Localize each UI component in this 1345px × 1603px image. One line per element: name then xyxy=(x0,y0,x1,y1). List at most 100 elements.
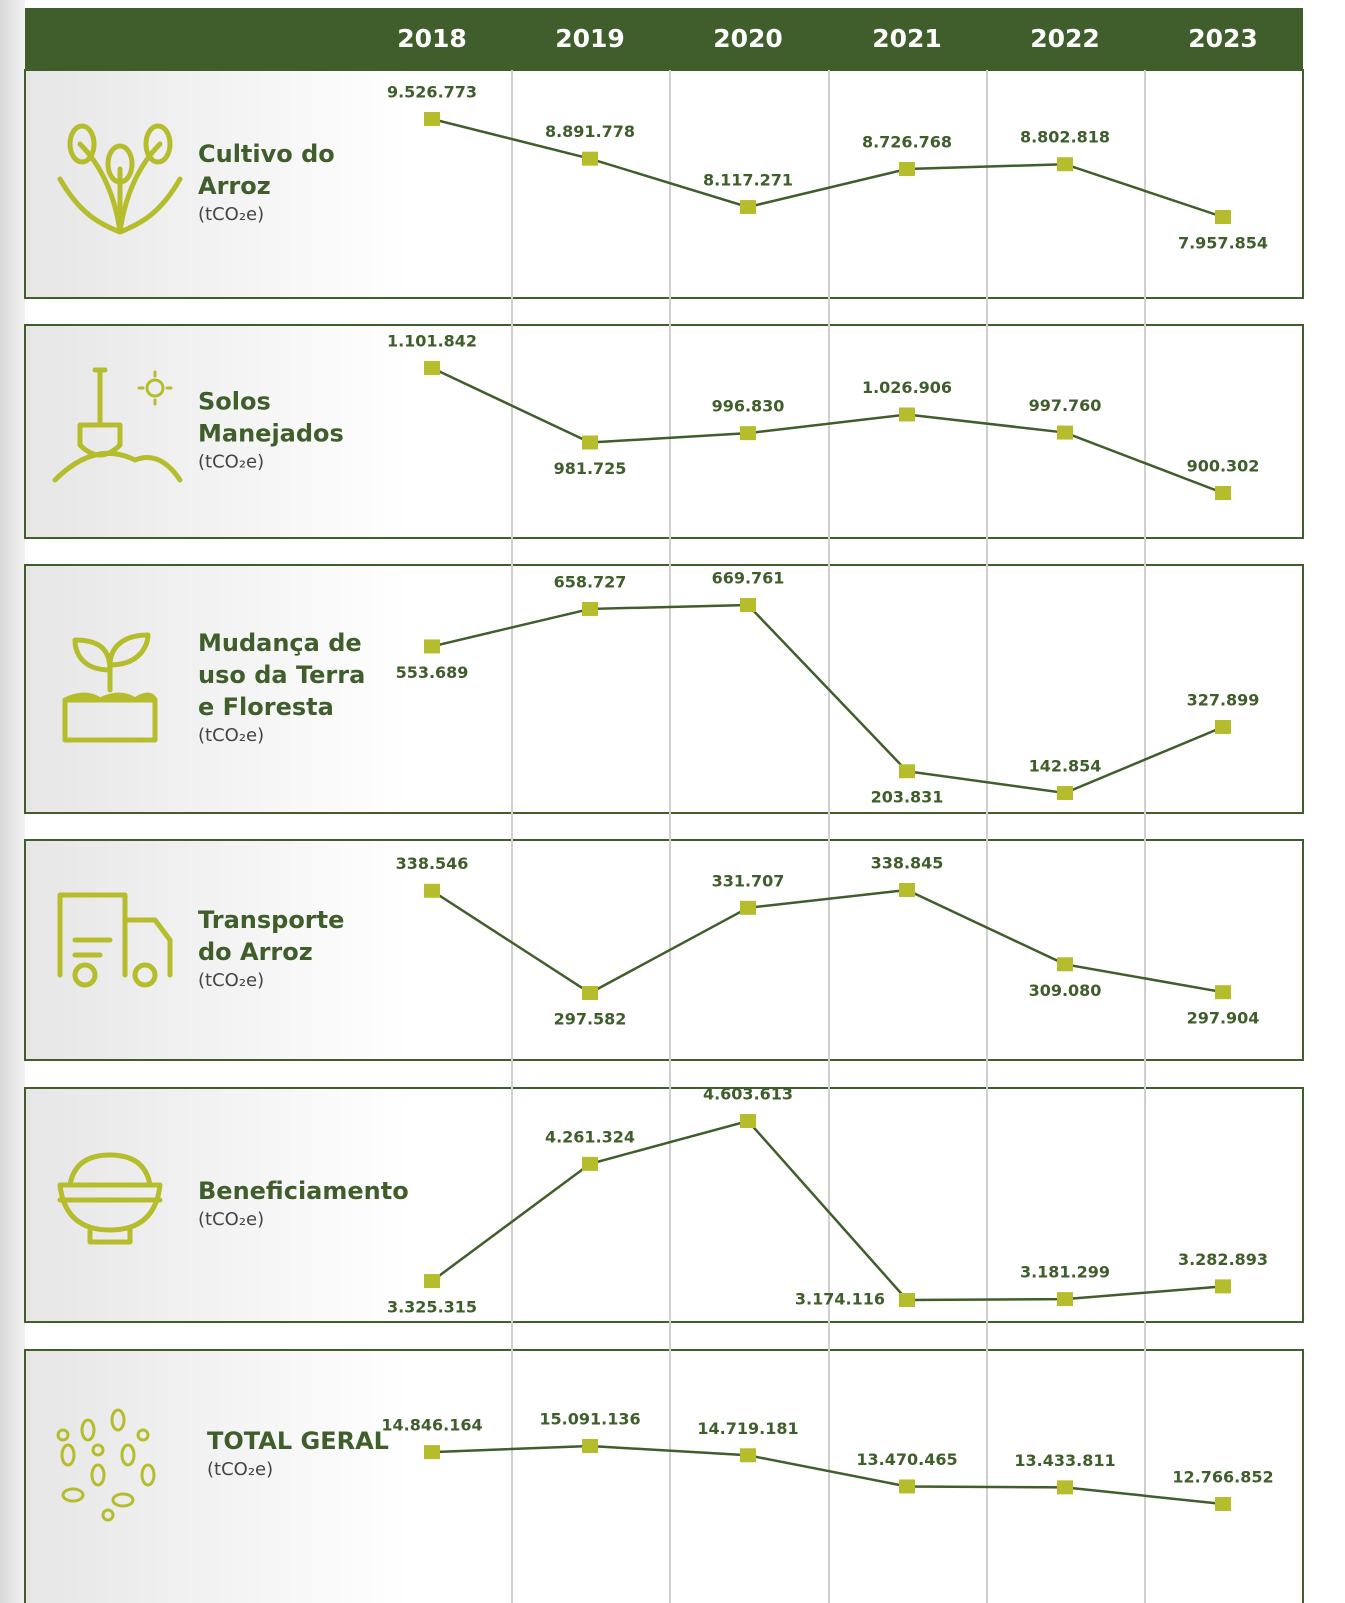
value-label: 8.891.778 xyxy=(545,122,635,141)
value-label: 4.603.613 xyxy=(703,1085,793,1104)
value-label: 900.302 xyxy=(1187,457,1260,476)
point-marker xyxy=(740,426,756,441)
point-marker xyxy=(424,883,440,898)
point-marker xyxy=(899,1479,915,1494)
truck-icon xyxy=(57,892,173,988)
value-label: 12.766.852 xyxy=(1172,1468,1273,1487)
side-strip xyxy=(0,0,25,1603)
point-marker xyxy=(1057,957,1073,972)
point-marker xyxy=(424,361,440,375)
unit-label: (tCO₂e) xyxy=(198,204,264,225)
unit-label: (tCO₂e) xyxy=(207,1459,273,1480)
value-label: 1.101.842 xyxy=(387,332,477,351)
panel-title: TOTAL GERAL xyxy=(207,1427,389,1455)
panel-title: Beneficiamento xyxy=(198,1177,409,1205)
series-line xyxy=(431,888,1224,995)
panel-title: Arroz xyxy=(198,172,271,200)
shovel-icon xyxy=(52,367,183,483)
value-label: 4.261.324 xyxy=(545,1127,635,1146)
unit-label: (tCO₂e) xyxy=(198,725,264,746)
point-marker xyxy=(1057,786,1073,800)
value-label: 327.899 xyxy=(1187,690,1260,709)
panel xyxy=(24,839,1304,1061)
value-label: 8.726.768 xyxy=(862,132,952,151)
series-line xyxy=(431,603,1224,795)
header-band xyxy=(25,8,1303,70)
value-label: 3.282.893 xyxy=(1178,1250,1268,1269)
point-marker xyxy=(740,1114,756,1128)
value-label: 669.761 xyxy=(712,569,785,588)
value-label: 8.117.271 xyxy=(703,171,793,190)
panel xyxy=(24,324,1304,539)
point-marker xyxy=(1215,985,1231,1000)
point-marker xyxy=(899,407,915,422)
year-label: 2021 xyxy=(872,24,942,53)
panel-title: e Floresta xyxy=(198,693,334,721)
value-label: 297.904 xyxy=(1187,1009,1260,1028)
value-label: 8.802.818 xyxy=(1020,128,1110,147)
series-line xyxy=(431,117,1224,219)
point-marker xyxy=(1057,425,1073,440)
year-label: 2023 xyxy=(1188,24,1258,53)
value-label: 658.727 xyxy=(554,572,627,591)
value-label: 7.957.854 xyxy=(1178,234,1268,253)
point-marker xyxy=(582,601,598,616)
point-marker xyxy=(1215,1279,1231,1294)
value-label: 338.845 xyxy=(871,854,944,873)
point-marker xyxy=(582,435,598,450)
point-marker xyxy=(582,151,598,166)
point-marker xyxy=(899,1293,915,1307)
value-label: 309.080 xyxy=(1029,981,1102,1000)
point-marker xyxy=(1057,1292,1073,1307)
value-label: 13.433.811 xyxy=(1014,1451,1115,1470)
point-marker xyxy=(740,1448,756,1463)
value-label: 9.526.773 xyxy=(387,83,477,102)
point-marker xyxy=(1215,210,1231,224)
panel-title: uso da Terra xyxy=(198,661,365,689)
panel xyxy=(24,1087,1304,1323)
value-label: 997.760 xyxy=(1029,396,1102,415)
panel-title: do Arroz xyxy=(198,938,313,966)
value-label: 14.719.181 xyxy=(697,1419,798,1438)
value-label: 142.854 xyxy=(1029,757,1102,776)
bowl-icon xyxy=(57,1152,163,1245)
point-marker xyxy=(582,986,598,1000)
value-label: 981.725 xyxy=(554,459,627,478)
value-label: 15.091.136 xyxy=(539,1410,640,1429)
year-label: 2018 xyxy=(397,24,467,53)
point-marker xyxy=(582,1156,598,1171)
panel xyxy=(24,69,1304,299)
series-line xyxy=(431,1119,1224,1302)
rice-icon xyxy=(57,123,183,235)
value-label: 553.689 xyxy=(396,663,469,682)
point-marker xyxy=(740,598,756,612)
value-label: 3.174.116 xyxy=(795,1290,885,1309)
point-marker xyxy=(740,900,756,915)
point-marker xyxy=(740,200,756,215)
value-label: 3.325.315 xyxy=(387,1298,477,1317)
panel-title: Solos xyxy=(198,388,271,416)
point-marker xyxy=(582,1439,598,1453)
value-label: 14.846.164 xyxy=(381,1416,482,1435)
value-label: 338.546 xyxy=(396,854,469,873)
value-label: 996.830 xyxy=(712,397,785,416)
unit-label: (tCO₂e) xyxy=(198,1209,264,1230)
panel-title: Cultivo do xyxy=(198,140,335,168)
year-label: 2022 xyxy=(1030,24,1100,53)
value-label: 203.831 xyxy=(871,788,944,807)
grains-icon xyxy=(56,1408,156,1522)
value-label: 13.470.465 xyxy=(856,1450,957,1469)
point-marker xyxy=(1215,719,1231,734)
point-marker xyxy=(1057,157,1073,172)
point-marker xyxy=(899,161,915,176)
point-marker xyxy=(424,112,440,126)
year-label: 2020 xyxy=(713,24,783,53)
panel-title: Mudança de xyxy=(198,629,362,657)
point-marker xyxy=(424,1445,440,1460)
value-label: 331.707 xyxy=(712,871,785,890)
panel xyxy=(24,1349,1304,1603)
point-marker xyxy=(424,1274,440,1289)
point-marker xyxy=(424,639,440,654)
